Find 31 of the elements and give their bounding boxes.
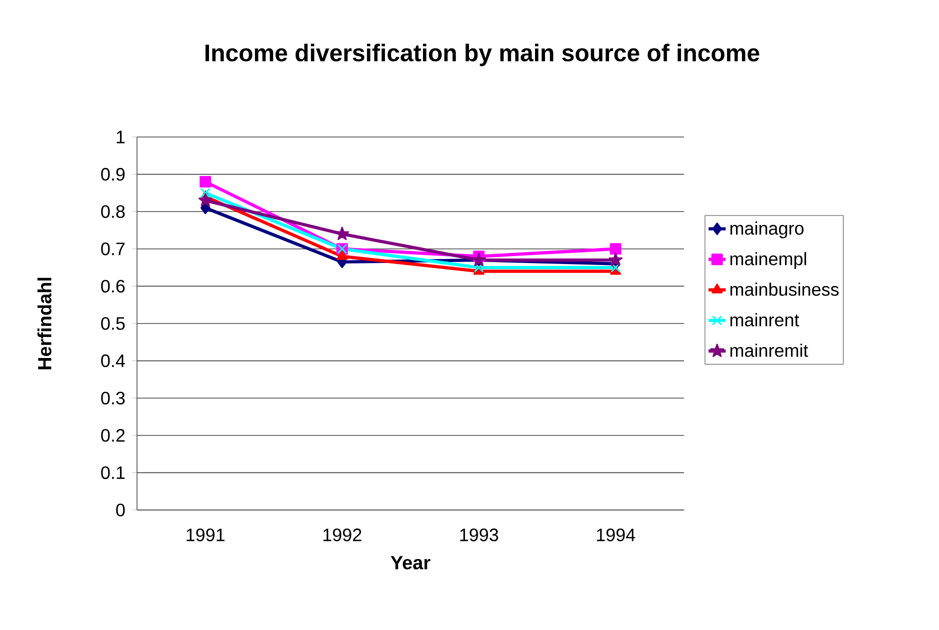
y-tick-label: 0.9 (101, 168, 125, 181)
y-tick-label: 1 (116, 130, 125, 144)
point (610, 243, 622, 255)
point (198, 193, 212, 206)
x-tick-label: 1993 (460, 528, 498, 542)
x-tick-label: 1994 (596, 528, 636, 542)
point (200, 188, 210, 198)
legend-label: mainbusiness (730, 282, 839, 296)
y-tick-label: 0.5 (101, 317, 125, 330)
point (200, 176, 212, 188)
point (335, 226, 350, 240)
y-tick-label: 0.3 (101, 392, 125, 404)
point (472, 252, 486, 266)
y-tick-label: 0.7 (101, 242, 125, 256)
chart-title: Income diversification by main source of income (206, 44, 760, 66)
x-tick-label: 1992 (323, 528, 362, 542)
y-tick-label: 0.1 (101, 466, 125, 480)
y-tick-label: 0.8 (101, 205, 125, 218)
x-tick-label: 1991 (186, 528, 225, 542)
y-axis-title: Herfindahl (37, 278, 52, 370)
y-tick-label: 0.6 (101, 280, 125, 293)
x-axis-title: Year (390, 556, 430, 570)
legend-label: mainempl (730, 252, 806, 269)
point (474, 262, 484, 273)
y-tick-label: 0.2 (101, 429, 125, 442)
y-tick-label: 0.4 (101, 354, 125, 368)
legend-label: mainrent (730, 313, 800, 326)
legend-label: mainremit (730, 344, 808, 357)
y-tick-label: 0 (116, 504, 125, 516)
legend-label: mainagro (730, 222, 804, 238)
point (336, 250, 348, 260)
